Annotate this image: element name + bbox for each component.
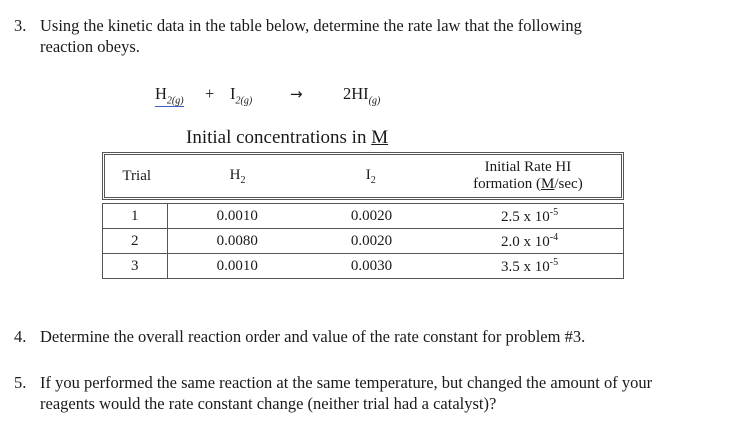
question-5-line-2: reagents would the rate constant change … [40, 394, 497, 413]
header-i2: I2 [365, 166, 376, 186]
cell-h2: 0.0080 [167, 228, 307, 253]
question-5-number: 5. [14, 373, 27, 392]
product-hi: 2HI(g) [343, 84, 381, 107]
question-4-number: 4. [14, 327, 27, 346]
plus-sign: + [205, 84, 215, 103]
question-5: 5. If you performed the same reaction at… [14, 372, 750, 414]
question-4-line-1: Determine the overall reaction order and… [40, 327, 586, 346]
question-4: 4. Determine the overall reaction order … [14, 326, 750, 347]
cell-rate: 2.0 x 10-4 [436, 228, 623, 253]
cell-trial: 2 [103, 228, 168, 253]
header-h2: H2 [229, 166, 246, 186]
cell-trial: 1 [103, 203, 168, 228]
table-row: 3 0.0010 0.0030 3.5 x 10-5 [103, 253, 623, 278]
cell-trial: 3 [103, 253, 168, 278]
header-trial: Trial [122, 167, 152, 184]
cell-i2: 0.0030 [306, 253, 437, 278]
table-header: Trial H2 I2 Initial Rate HI formation (M… [102, 152, 624, 200]
table-row: 1 0.0010 0.0020 2.5 x 10-5 [103, 203, 623, 228]
question-3-number: 3. [14, 16, 27, 35]
cell-i2: 0.0020 [306, 203, 437, 228]
table-caption: Initial concentrations in M [186, 127, 388, 149]
cell-h2: 0.0010 [167, 203, 307, 228]
table-row: 2 0.0080 0.0020 2.0 x 10-4 [103, 228, 623, 253]
header-initial-rate: Initial Rate HI formation (M/sec) [473, 159, 583, 192]
table-caption-unit: M [371, 127, 389, 148]
cell-i2: 0.0020 [306, 228, 437, 253]
cell-rate: 2.5 x 10-5 [436, 203, 623, 228]
cell-rate: 3.5 x 10-5 [436, 253, 623, 278]
cell-h2: 0.0010 [167, 253, 307, 278]
kinetics-table: Trial H2 I2 Initial Rate HI formation (M… [102, 152, 624, 279]
table-caption-text: Initial concentrations in [186, 127, 372, 148]
question-3-line-2: reaction obeys. [40, 37, 140, 56]
reaction-arrow-icon: → [290, 85, 303, 103]
table-body: 1 0.0010 0.0020 2.5 x 10-5 2 0.0080 0.00… [102, 203, 624, 279]
question-5-line-1: If you performed the same reaction at th… [40, 373, 653, 392]
reactant-h2: H2(g) [155, 84, 184, 108]
reactant-i2: I2(g) [230, 84, 253, 107]
question-3-line-1: Using the kinetic data in the table belo… [40, 16, 582, 35]
question-3: 3. Using the kinetic data in the table b… [14, 15, 750, 57]
